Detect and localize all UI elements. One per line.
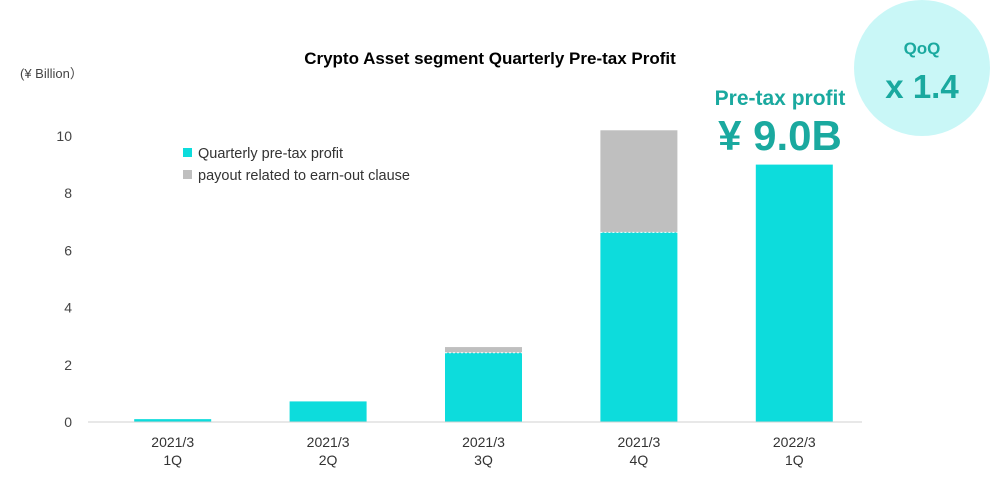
qoq-value: x 1.4 <box>885 68 959 105</box>
y-axis-ticks: 0 2 4 6 8 10 <box>56 128 72 430</box>
callout: Pre-tax profit ¥ 9.0B <box>715 87 846 159</box>
bar-profit <box>289 401 367 422</box>
x-category-quarter-label: 1Q <box>163 452 182 468</box>
legend-swatch-payout <box>183 170 192 179</box>
bar-payout <box>445 347 522 353</box>
x-category-year-label: 2021/3 <box>617 434 660 450</box>
y-tick-label: 4 <box>64 300 72 316</box>
x-category-quarter-label: 2Q <box>319 452 338 468</box>
x-category-quarter-label: 3Q <box>474 452 493 468</box>
bar-payout <box>600 130 678 233</box>
bars <box>134 130 833 422</box>
x-axis-category-labels: 2021/3 1Q 2021/3 2Q 2021/3 3Q 2021/3 4Q 2022/3 1Q <box>151 434 816 468</box>
bar-profit <box>445 352 522 422</box>
qoq-badge: QoQ x 1.4 <box>854 0 990 136</box>
callout-label: Pre-tax profit <box>715 87 846 110</box>
x-category-year-label: 2021/3 <box>307 434 350 450</box>
y-tick-label: 0 <box>64 414 72 430</box>
legend-swatch-profit <box>183 148 192 157</box>
y-axis-unit-label: (¥ Billion） <box>20 66 83 81</box>
x-category-year-label: 2021/3 <box>462 434 505 450</box>
legend: Quarterly pre-tax profit payout related … <box>183 146 410 184</box>
x-category-year-label: 2021/3 <box>151 434 194 450</box>
bar-profit <box>600 232 678 422</box>
qoq-badge-circle <box>854 0 990 136</box>
bar-profit <box>755 164 833 422</box>
legend-label-payout: payout related to earn-out clause <box>198 168 410 184</box>
x-category-quarter-label: 4Q <box>630 452 649 468</box>
x-category-quarter-label: 1Q <box>785 452 804 468</box>
bar-profit <box>134 419 212 422</box>
callout-value: ¥ 9.0B <box>718 112 842 159</box>
y-tick-label: 2 <box>64 357 72 373</box>
chart-title: Crypto Asset segment Quarterly Pre-tax P… <box>304 49 676 68</box>
qoq-label: QoQ <box>904 39 941 58</box>
x-category-year-label: 2022/3 <box>773 434 816 450</box>
legend-label-profit: Quarterly pre-tax profit <box>198 146 343 162</box>
y-tick-label: 8 <box>64 185 72 201</box>
y-tick-label: 6 <box>64 242 72 258</box>
y-tick-label: 10 <box>56 128 72 144</box>
